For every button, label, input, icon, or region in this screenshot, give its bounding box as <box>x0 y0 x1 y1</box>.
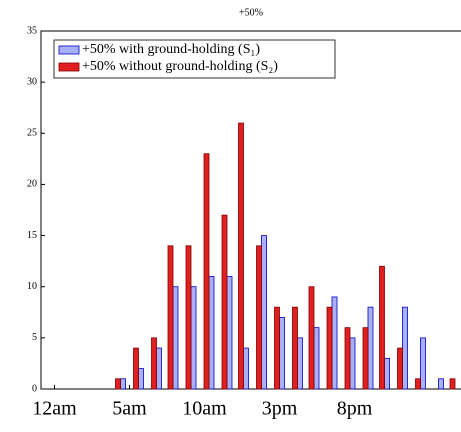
bar <box>292 306 298 390</box>
bar <box>379 265 385 390</box>
bar <box>133 347 139 390</box>
bar <box>185 245 192 390</box>
bar <box>415 378 421 390</box>
bar <box>208 276 215 390</box>
bar <box>362 327 369 390</box>
bar <box>190 286 197 390</box>
bar <box>313 327 320 390</box>
bar <box>397 347 403 390</box>
bar <box>243 347 249 390</box>
bar <box>203 153 210 390</box>
x-tick-label: 3pm <box>262 398 298 420</box>
bar <box>226 276 233 390</box>
bar <box>326 306 333 390</box>
bar <box>138 368 144 390</box>
bar <box>279 316 285 390</box>
bar <box>402 306 408 390</box>
bar <box>349 337 356 390</box>
x-tick-label: 10am <box>182 398 227 420</box>
y-tick-label: 30 <box>27 76 37 87</box>
bar <box>256 245 262 390</box>
bar <box>151 337 157 390</box>
y-tick-label: 25 <box>27 128 37 139</box>
x-tick-label: 12am <box>32 398 77 420</box>
legend-box <box>53 39 336 79</box>
y-tick-label: 15 <box>27 230 37 241</box>
y-tick-label: 10 <box>27 281 37 292</box>
bar <box>344 327 351 390</box>
bar <box>261 235 267 390</box>
y-tick-label: 5 <box>32 332 37 343</box>
bar <box>438 378 444 390</box>
bar <box>297 337 303 390</box>
y-tick-label: 20 <box>27 179 37 190</box>
y-tick-label: 35 <box>27 25 37 36</box>
chart-title: +50% <box>239 7 263 18</box>
plot-frame <box>40 30 461 390</box>
bar <box>115 378 121 390</box>
legend-label: +50% with ground-holding (S₁) <box>82 42 260 57</box>
bar <box>308 286 315 390</box>
bar <box>167 245 174 390</box>
bar <box>172 286 179 390</box>
bar <box>238 122 244 390</box>
bar <box>384 357 390 390</box>
x-tick-label: 8pm <box>337 398 373 420</box>
bar <box>331 296 338 390</box>
bar <box>449 378 456 390</box>
bar <box>156 347 162 390</box>
y-tick-label: 0 <box>32 383 37 394</box>
legend-swatch <box>58 45 80 55</box>
bar <box>420 337 426 390</box>
bar <box>120 378 126 390</box>
legend-label: +50% without ground-holding (S₂) <box>82 59 278 74</box>
x-tick-label: 5am <box>112 398 147 420</box>
bar <box>367 306 374 390</box>
legend-swatch <box>58 62 80 72</box>
bar <box>274 306 280 390</box>
bar <box>221 214 228 390</box>
